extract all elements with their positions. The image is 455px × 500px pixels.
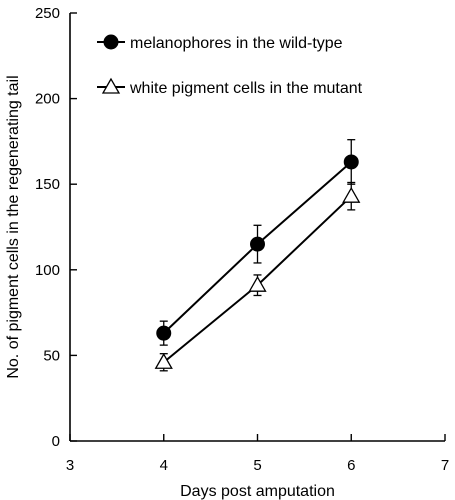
data-point bbox=[248, 275, 267, 292]
legend-item: melanophores in the wild-type bbox=[97, 34, 343, 52]
data-point bbox=[343, 154, 359, 170]
y-tick-label: 150 bbox=[35, 176, 60, 193]
y-tick-label: 50 bbox=[43, 347, 60, 364]
legend-label: melanophores in the wild-type bbox=[130, 35, 343, 52]
x-axis-title: Days post amputation bbox=[180, 483, 335, 500]
x-tick-label: 5 bbox=[253, 457, 261, 474]
legend-marker bbox=[103, 34, 119, 50]
y-tick-label: 100 bbox=[35, 262, 60, 279]
y-tick-label: 200 bbox=[35, 91, 60, 108]
data-point bbox=[250, 236, 265, 252]
x-tick-label: 3 bbox=[66, 457, 74, 474]
x-tick-label: 6 bbox=[347, 457, 355, 474]
series bbox=[154, 139, 361, 372]
legend-marker bbox=[101, 77, 121, 94]
series-1 bbox=[156, 139, 359, 346]
x-tick-label: 4 bbox=[160, 457, 168, 474]
legend-label: white pigment cells in the mutant bbox=[129, 80, 363, 97]
x-tick-label: 7 bbox=[441, 457, 449, 474]
data-point bbox=[154, 352, 173, 369]
y-axis-title: No. of pigment cells in the regenerating… bbox=[5, 75, 22, 378]
y-tick-label: 0 bbox=[52, 433, 60, 450]
ticks: 3 4 5 6 7 0 50 100 150 200 250 bbox=[35, 5, 449, 474]
y-tick-label: 250 bbox=[35, 5, 60, 22]
legend: melanophores in the wild-type white pigme… bbox=[97, 34, 363, 97]
legend-item: white pigment cells in the mutant bbox=[97, 77, 363, 97]
data-point bbox=[342, 186, 361, 203]
data-point bbox=[156, 325, 172, 341]
series-2 bbox=[154, 181, 361, 372]
